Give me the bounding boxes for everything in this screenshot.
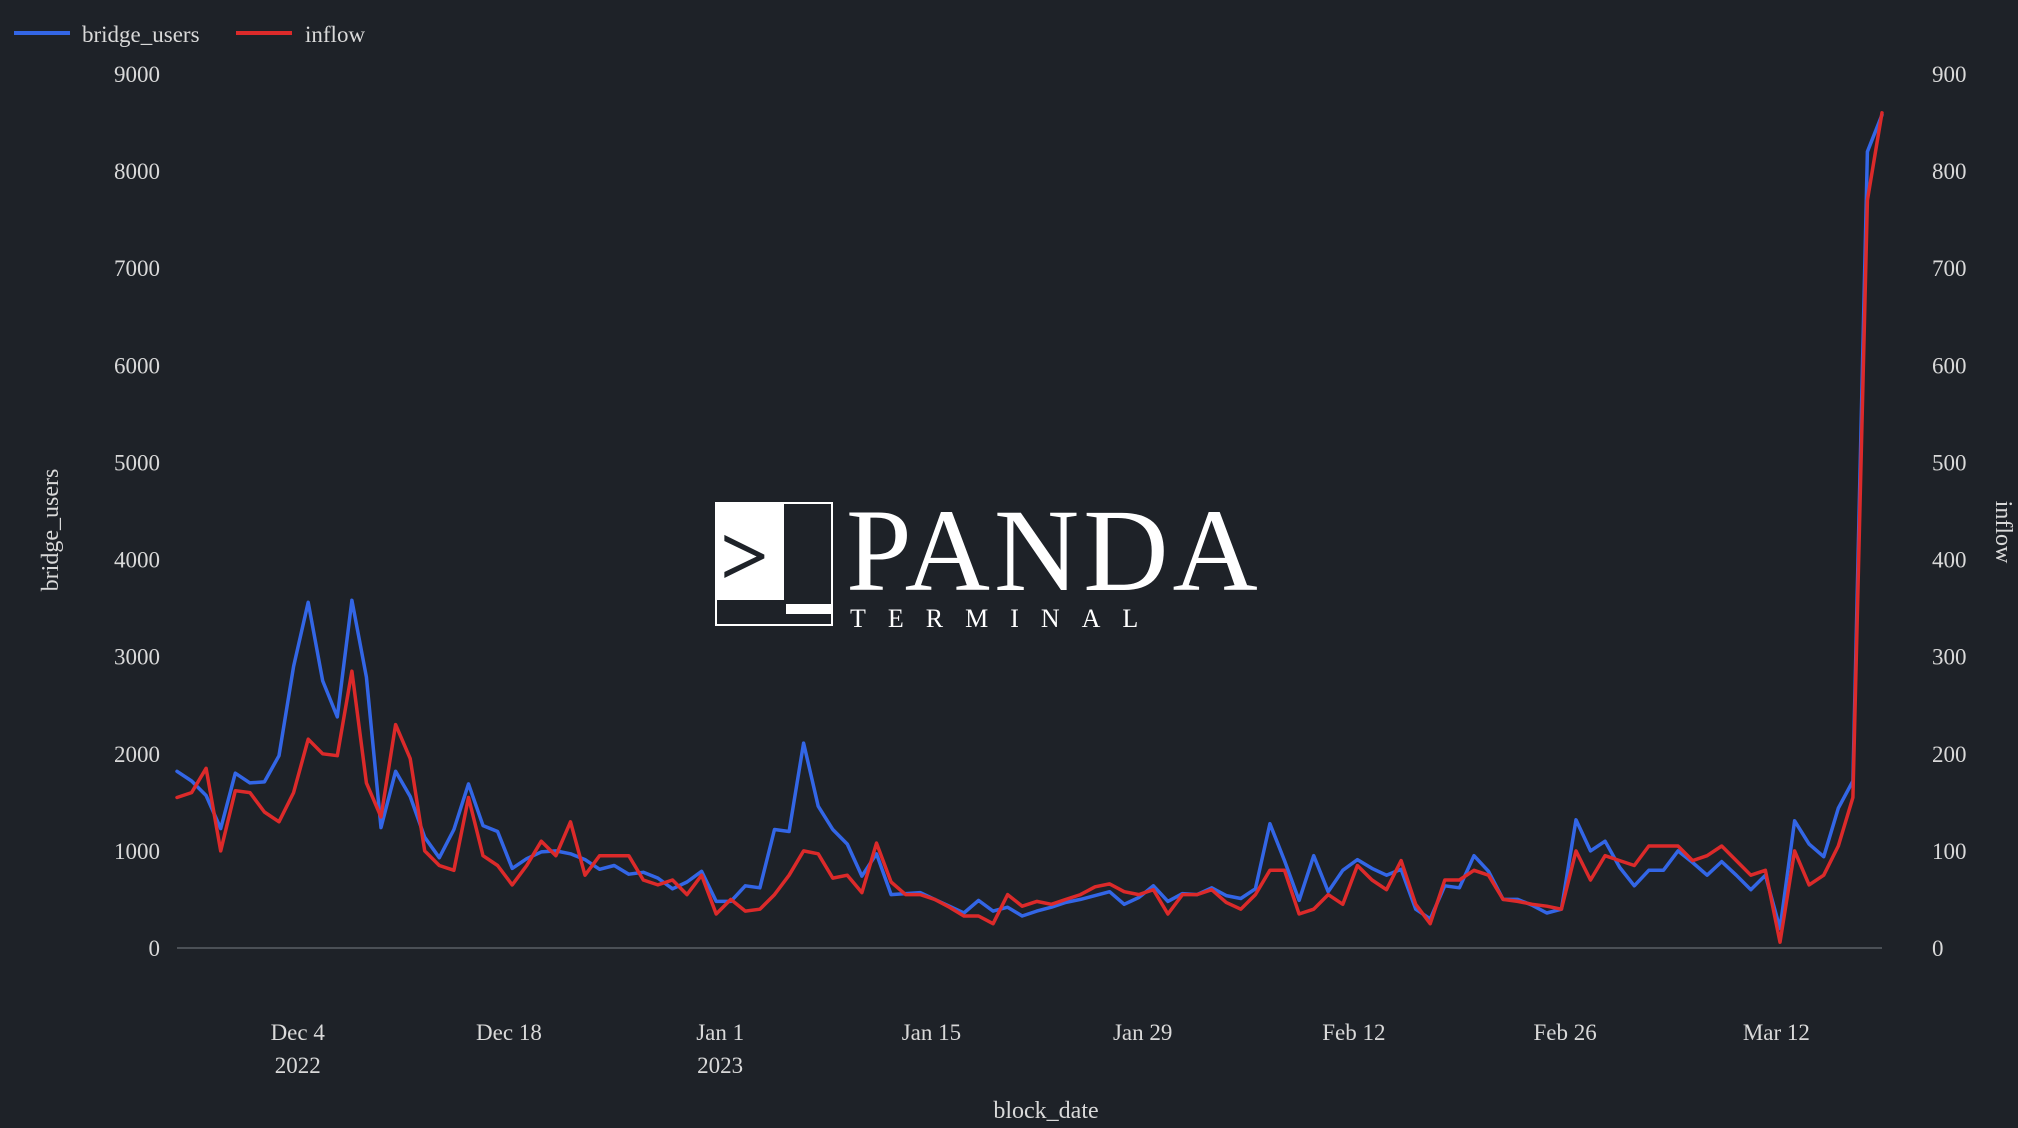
x-tick-label: Mar 12 [1743,1020,1810,1045]
logo-terminal-fill [716,503,784,600]
y-axis-left-ticks: 0 1000 2000 3000 4000 5000 6000 7000 8000 9000 [114,62,160,961]
y-left-tick-label: 5000 [114,450,160,475]
x-tick-label: Dec 18 [476,1020,542,1045]
y-right-tick-label: 700 [1932,256,1967,281]
x-tick-label: Feb 12 [1322,1020,1385,1045]
y-right-tick-label: 600 [1932,353,1967,378]
y-right-tick-label: 300 [1932,645,1967,670]
y-left-tick-label: 8000 [114,159,160,184]
legend-label-bridge-users: bridge_users [82,22,200,47]
y-left-tick-label: 3000 [114,645,160,670]
y-right-tick-label: 500 [1932,450,1967,475]
y-axis-left-title: bridge_users [38,469,64,592]
legend-item-bridge-users[interactable]: bridge_users [14,22,200,47]
x-tick-label: Feb 26 [1534,1020,1597,1045]
x-axis-ticks: Dec 4 2022 Dec 18 Jan 1 2023 Jan 15 Jan 29 Feb … [271,1020,1810,1078]
x-axis-title: block_date [993,1098,1098,1124]
legend-item-inflow[interactable]: inflow [236,22,365,47]
y-left-tick-label: 1000 [114,839,160,864]
series-layer [175,111,1884,944]
legend-label-inflow: inflow [305,22,365,47]
logo-prompt-glyph: > [720,508,769,604]
y-left-tick-label: 6000 [114,353,160,378]
logo-cursor [786,604,832,614]
y-left-tick-label: 2000 [114,742,160,767]
panda-terminal-logo: > PANDA TERMINAL [715,485,1262,633]
y-right-tick-label: 100 [1932,839,1967,864]
logo-word: PANDA [846,485,1262,616]
series-line-bridge-users [175,113,1884,931]
y-left-tick-label: 7000 [114,256,160,281]
y-left-tick-label: 0 [149,936,161,961]
y-left-tick-label: 4000 [114,548,160,573]
x-tick-label: Jan 29 [1113,1020,1172,1045]
y-right-tick-label: 400 [1932,548,1967,573]
y-right-tick-label: 900 [1932,62,1967,87]
y-left-tick-label: 9000 [114,62,160,87]
y-axis-right-ticks: 0 100 200 300 400 500 600 700 800 900 [1932,62,1967,961]
series-line-inflow [175,111,1884,944]
y-right-tick-label: 800 [1932,159,1967,184]
y-right-tick-label: 0 [1932,936,1944,961]
x-tick-label: Dec 4 [271,1020,326,1045]
x-tick-sublabel: 2022 [275,1053,321,1078]
y-right-tick-label: 200 [1932,742,1967,767]
x-tick-label: Jan 15 [902,1020,961,1045]
legend[interactable]: bridge_users inflow [14,22,365,47]
x-tick-label: Jan 1 [696,1020,744,1045]
x-tick-sublabel: 2023 [697,1053,743,1078]
y-axis-right-title: inflow [1990,501,2016,564]
logo-subword: TERMINAL [850,604,1160,633]
